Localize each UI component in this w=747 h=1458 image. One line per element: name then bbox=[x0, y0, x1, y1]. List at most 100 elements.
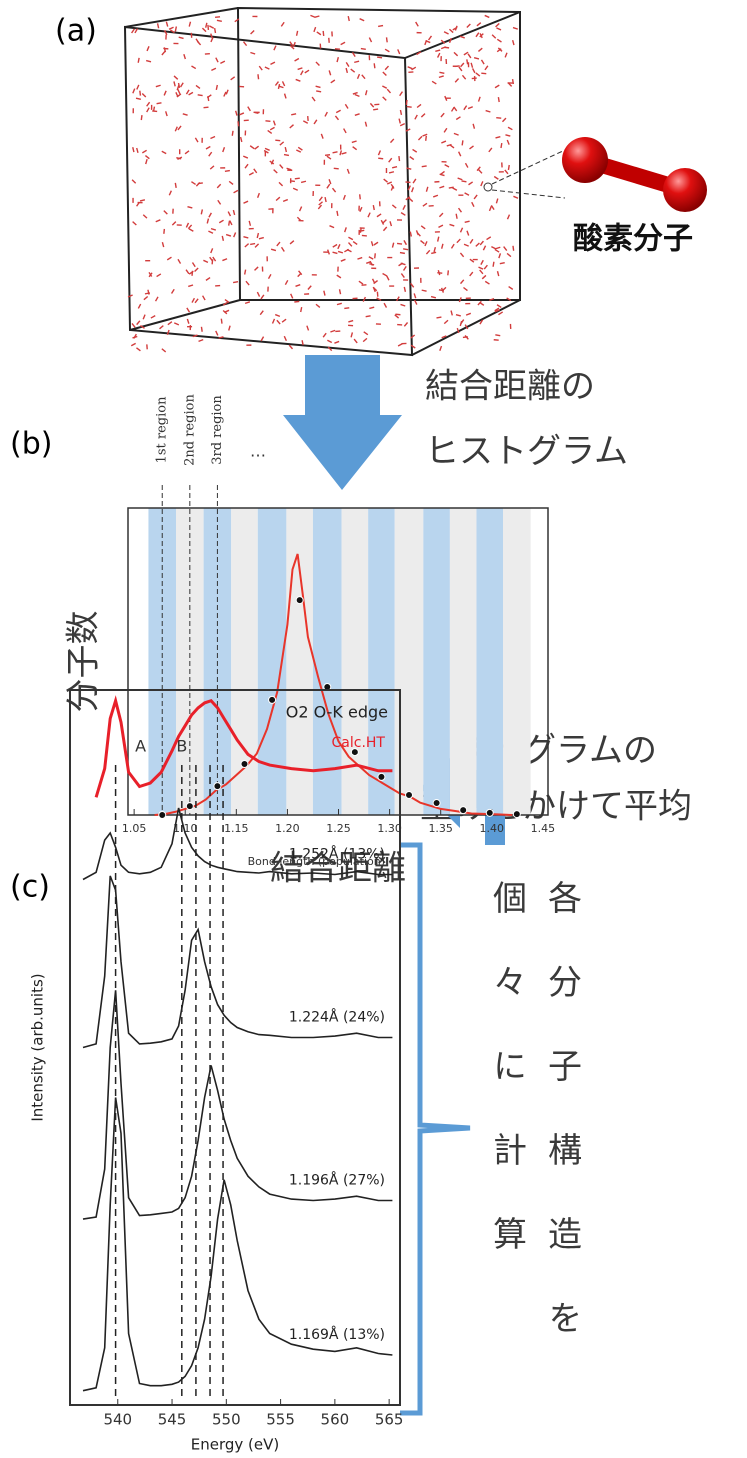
molecule-dash bbox=[157, 103, 162, 104]
molecule-dash bbox=[429, 36, 432, 40]
molecule-dash bbox=[172, 222, 176, 226]
molecule-dash bbox=[340, 150, 341, 155]
molecule-dash bbox=[169, 27, 174, 29]
molecule-dash bbox=[274, 46, 276, 51]
molecule-dash bbox=[334, 341, 339, 343]
molecule-dash bbox=[329, 226, 334, 228]
molecule-dash bbox=[360, 207, 362, 212]
molecule-dash bbox=[508, 127, 512, 129]
leader-line bbox=[492, 150, 565, 184]
molecule-dash bbox=[465, 163, 467, 167]
molecule-dash bbox=[269, 274, 271, 278]
molecule-dash bbox=[426, 136, 427, 141]
molecule-dash bbox=[383, 97, 387, 100]
molecule-dash bbox=[250, 244, 255, 245]
molecule-dash bbox=[476, 243, 480, 246]
molecule-dash bbox=[219, 220, 223, 223]
molecule-dash bbox=[318, 205, 321, 209]
molecule-dash bbox=[438, 225, 442, 227]
molecule-dash bbox=[383, 72, 387, 76]
molecule-dash bbox=[399, 156, 400, 161]
x-tick-label: 1.15 bbox=[224, 822, 249, 835]
region-point bbox=[378, 773, 385, 780]
molecule-dash bbox=[404, 240, 406, 244]
molecule-dash bbox=[265, 148, 270, 150]
molecule-dash bbox=[458, 178, 463, 180]
picked-molecule bbox=[484, 183, 492, 191]
molecule-dash bbox=[289, 345, 292, 349]
molecule-dash bbox=[206, 23, 207, 28]
molecule-dash bbox=[489, 206, 491, 211]
molecule-dash bbox=[131, 343, 135, 345]
molecule-dash bbox=[425, 241, 427, 246]
molecule-dash bbox=[414, 293, 416, 298]
molecule-dash bbox=[491, 205, 494, 209]
molecule-dash bbox=[243, 237, 248, 238]
molecule-dash bbox=[319, 197, 322, 201]
molecule-dash bbox=[192, 298, 194, 302]
molecule-dash bbox=[439, 213, 443, 217]
molecule-dash bbox=[422, 166, 427, 167]
molecule-dash bbox=[296, 150, 300, 152]
molecule-dash bbox=[342, 153, 347, 154]
molecule-dash bbox=[505, 135, 510, 136]
molecule-dash bbox=[460, 228, 462, 233]
peak-label: A bbox=[135, 737, 146, 756]
molecule-dash bbox=[444, 32, 449, 34]
region-point bbox=[486, 809, 493, 816]
molecule-dash bbox=[470, 146, 474, 149]
molecule-dash bbox=[401, 274, 404, 278]
molecule-dash bbox=[449, 224, 454, 225]
region-band bbox=[476, 508, 503, 815]
molecule-dash bbox=[383, 220, 387, 223]
region-point bbox=[241, 761, 248, 768]
x-tick-label: 555 bbox=[266, 1411, 295, 1429]
molecule-dash bbox=[201, 209, 202, 214]
molecule-dash bbox=[297, 31, 298, 36]
molecule-dash bbox=[259, 238, 264, 239]
molecule-dash bbox=[316, 91, 321, 92]
molecule-dash bbox=[473, 68, 475, 72]
molecule-dash bbox=[370, 103, 373, 107]
molecule-dash bbox=[206, 278, 210, 281]
molecule-dash bbox=[387, 37, 388, 42]
leader-line bbox=[492, 190, 565, 198]
molecule-dash bbox=[224, 92, 226, 97]
molecule-dash bbox=[185, 151, 189, 154]
molecule-dash bbox=[196, 85, 200, 88]
molecule-dash bbox=[408, 67, 413, 69]
molecule-dash bbox=[403, 205, 405, 209]
molecule-dash bbox=[468, 54, 471, 58]
panel-label: (c) bbox=[10, 870, 50, 905]
molecule-dash bbox=[208, 231, 213, 233]
molecule-dash bbox=[426, 250, 429, 254]
molecule-dash bbox=[179, 83, 180, 88]
molecule-dash bbox=[137, 85, 139, 90]
molecule-dash bbox=[319, 202, 323, 205]
molecule-dash bbox=[470, 272, 473, 276]
molecule-dash bbox=[333, 252, 338, 253]
molecule-dash bbox=[133, 147, 134, 152]
region-point bbox=[460, 807, 467, 814]
molecule-dash bbox=[359, 281, 363, 284]
molecule-dash bbox=[216, 331, 218, 336]
molecule-dash bbox=[132, 180, 136, 183]
molecule-dash bbox=[239, 113, 244, 115]
molecule-dash bbox=[426, 187, 427, 192]
molecule-dash bbox=[147, 102, 150, 106]
molecule-dash bbox=[497, 271, 498, 276]
molecule-dash bbox=[395, 315, 399, 318]
molecule-dash bbox=[327, 340, 331, 342]
arrow-label: ヒストグラム bbox=[425, 432, 628, 472]
molecule-dash bbox=[377, 214, 381, 217]
region-label: 1st region bbox=[155, 396, 170, 464]
molecule-dash bbox=[439, 186, 444, 188]
x-tick-label: 540 bbox=[103, 1411, 132, 1429]
molecule-dash bbox=[341, 42, 345, 44]
molecule-dash bbox=[496, 23, 500, 26]
molecule-dash bbox=[377, 57, 382, 58]
molecule-dash bbox=[301, 181, 306, 182]
molecule-dash bbox=[460, 253, 463, 257]
molecule-dash bbox=[421, 241, 425, 244]
molecule-dash bbox=[459, 67, 462, 71]
